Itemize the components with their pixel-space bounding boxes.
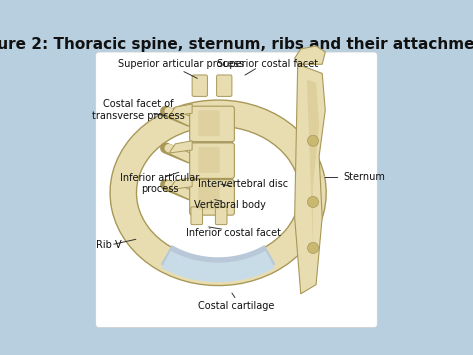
FancyArrowPatch shape	[166, 111, 190, 121]
Text: Figure 2: Thoracic spine, sternum, ribs and their attachments: Figure 2: Thoracic spine, sternum, ribs …	[0, 37, 473, 52]
Polygon shape	[169, 178, 192, 190]
Polygon shape	[169, 141, 192, 153]
Text: Superior articular process: Superior articular process	[118, 59, 245, 69]
Polygon shape	[307, 80, 319, 248]
Text: Rib V: Rib V	[96, 240, 122, 250]
FancyBboxPatch shape	[192, 175, 233, 182]
Text: Sternum: Sternum	[343, 173, 385, 182]
FancyArrowPatch shape	[169, 111, 190, 121]
Text: Inferior articular
process: Inferior articular process	[120, 173, 200, 195]
FancyBboxPatch shape	[191, 207, 202, 225]
Text: Costal facet of
transverse process: Costal facet of transverse process	[92, 99, 185, 121]
Circle shape	[307, 242, 318, 253]
FancyArrowPatch shape	[166, 185, 190, 195]
Text: Inferior costal facet: Inferior costal facet	[186, 228, 281, 237]
Polygon shape	[295, 46, 325, 64]
Polygon shape	[295, 64, 325, 294]
FancyBboxPatch shape	[198, 110, 219, 136]
Text: Superior costal facet: Superior costal facet	[217, 59, 318, 69]
Text: Vertebral body: Vertebral body	[194, 200, 266, 210]
FancyBboxPatch shape	[215, 207, 227, 225]
FancyArrowPatch shape	[169, 185, 190, 195]
FancyBboxPatch shape	[190, 180, 234, 215]
Text: Intervertebral disc: Intervertebral disc	[198, 179, 288, 189]
FancyBboxPatch shape	[190, 143, 234, 179]
FancyBboxPatch shape	[190, 106, 234, 142]
FancyBboxPatch shape	[192, 75, 208, 97]
FancyBboxPatch shape	[217, 75, 232, 97]
FancyArrowPatch shape	[166, 148, 190, 158]
Circle shape	[307, 135, 318, 146]
FancyBboxPatch shape	[192, 139, 233, 145]
Polygon shape	[169, 104, 192, 116]
Circle shape	[307, 196, 318, 207]
FancyBboxPatch shape	[198, 147, 219, 173]
Text: Costal cartilage: Costal cartilage	[198, 301, 275, 311]
FancyBboxPatch shape	[96, 52, 377, 327]
FancyBboxPatch shape	[198, 184, 219, 210]
FancyArrowPatch shape	[169, 148, 190, 158]
